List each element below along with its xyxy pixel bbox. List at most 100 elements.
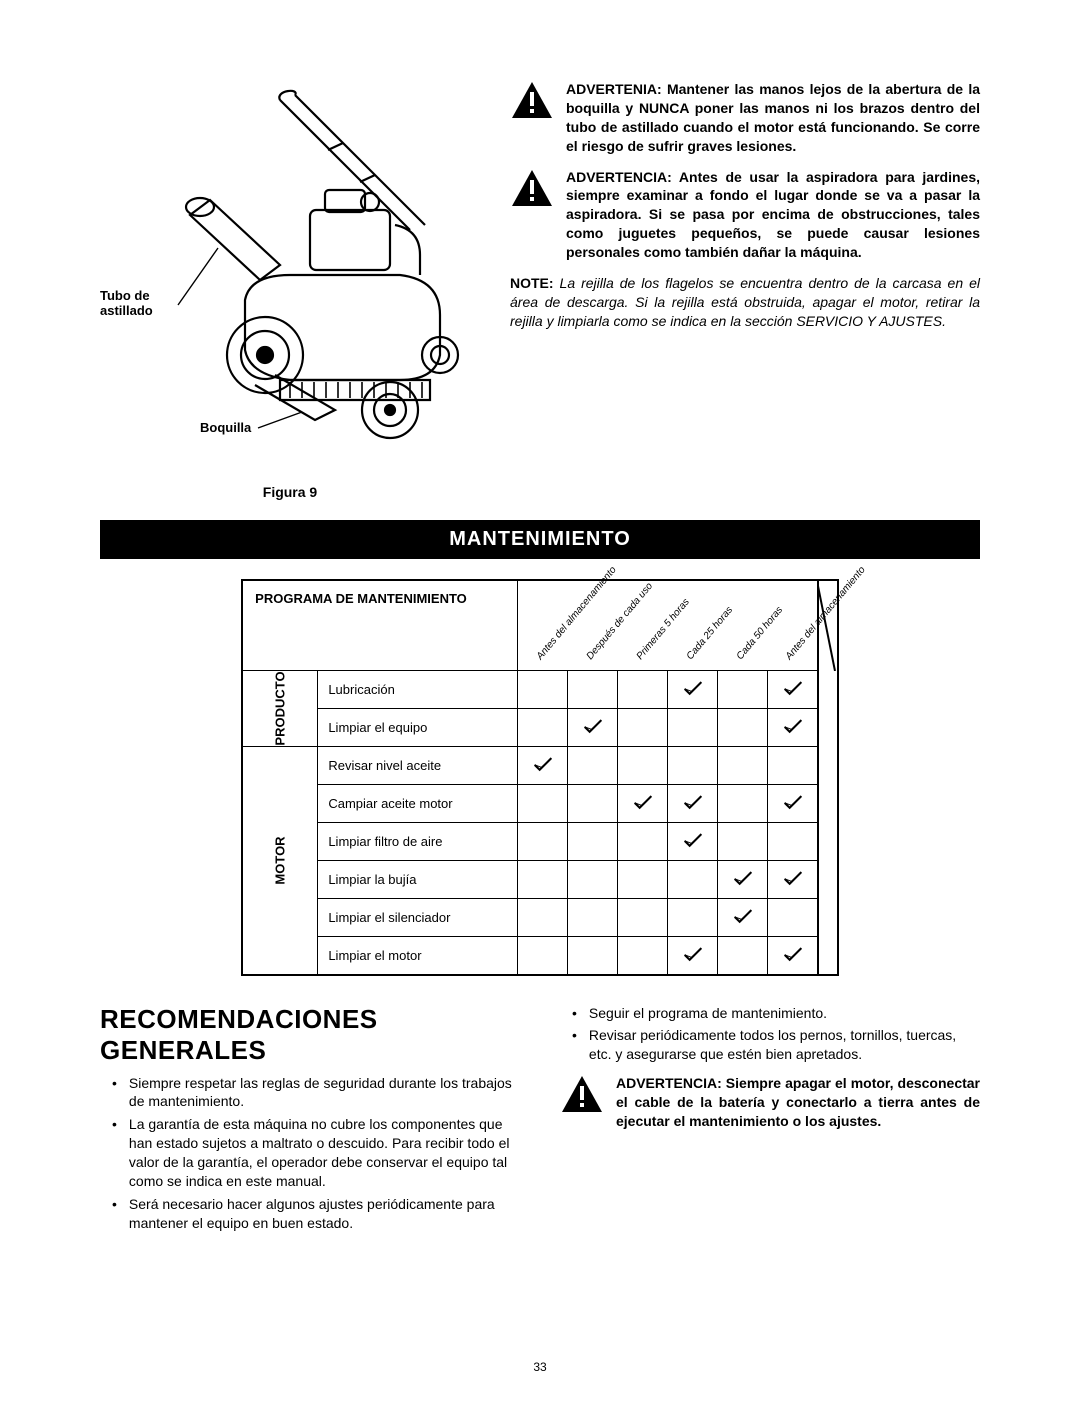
list-item: Será necesario hacer algunos ajustes per…	[100, 1195, 520, 1233]
check-cell	[518, 708, 568, 746]
check-cell	[718, 708, 768, 746]
bottom-section: RECOMENDACIONES GENERALES Siempre respet…	[100, 1004, 980, 1237]
check-cell	[568, 936, 618, 975]
check-cell	[568, 898, 618, 936]
table-column-header: Después de cada uso	[568, 580, 618, 670]
task-cell: Revisar nivel aceite	[318, 746, 518, 784]
check-cell	[718, 860, 768, 898]
machine-diagram	[100, 80, 480, 450]
warning-icon	[510, 80, 554, 120]
warning-icon	[560, 1074, 604, 1114]
check-cell	[668, 936, 718, 975]
page-number: 33	[0, 1360, 1080, 1374]
maintenance-table: PROGRAMA DE MANTENIMIENTOAntes del almac…	[241, 579, 839, 976]
check-cell	[768, 860, 818, 898]
task-cell: Limpiar filtro de aire	[318, 822, 518, 860]
check-cell	[618, 936, 668, 975]
check-cell	[568, 746, 618, 784]
recommendations-list-left: Siempre respetar las reglas de seguridad…	[100, 1074, 520, 1233]
table-column-header: Primeras 5 horas	[618, 580, 668, 670]
check-cell	[718, 746, 768, 784]
list-item: Seguir el programa de mantenimiento.	[560, 1004, 980, 1023]
check-cell	[768, 822, 818, 860]
check-cell	[618, 822, 668, 860]
check-cell	[568, 670, 618, 708]
check-cell	[518, 936, 568, 975]
task-cell: Limpiar el equipo	[318, 708, 518, 746]
check-cell	[668, 746, 718, 784]
check-cell	[718, 784, 768, 822]
warning-1: ADVERTENIA: Mantener las manos lejos de …	[510, 80, 980, 156]
check-cell	[768, 746, 818, 784]
warnings-column: ADVERTENIA: Mantener las manos lejos de …	[510, 80, 980, 500]
warning-2: ADVERTENCIA: Antes de usar la aspiradora…	[510, 168, 980, 262]
check-cell	[718, 822, 768, 860]
check-cell	[768, 708, 818, 746]
check-cell	[518, 784, 568, 822]
check-cell	[618, 670, 668, 708]
check-cell	[668, 898, 718, 936]
maintenance-table-wrap: PROGRAMA DE MANTENIMIENTOAntes del almac…	[100, 579, 980, 976]
check-cell	[768, 898, 818, 936]
table-row: PRODUCTOLubricación	[242, 670, 838, 708]
table-column-header: Cada 25 horas	[668, 580, 718, 670]
check-cell	[618, 708, 668, 746]
list-item: Revisar periódicamente todos los pernos,…	[560, 1026, 980, 1064]
check-cell	[718, 898, 768, 936]
warning-1-text: ADVERTENIA: Mantener las manos lejos de …	[566, 80, 980, 156]
check-cell	[668, 670, 718, 708]
check-cell	[718, 936, 768, 975]
table-row: Campiar aceite motor	[242, 784, 838, 822]
task-cell: Campiar aceite motor	[318, 784, 518, 822]
check-cell	[518, 860, 568, 898]
check-cell	[718, 670, 768, 708]
check-cell	[768, 784, 818, 822]
table-row: Limpiar el equipo	[242, 708, 838, 746]
recommendations-right: Seguir el programa de mantenimiento. Revi…	[560, 1004, 980, 1237]
warning-3: ADVERTENCIA: Siempre apagar el motor, de…	[560, 1074, 980, 1131]
label-boquilla: Boquilla	[200, 420, 251, 435]
list-item: La garantía de esta máquina no cubre los…	[100, 1115, 520, 1191]
check-cell	[518, 822, 568, 860]
table-column-header: Antes del almacenamiento	[518, 580, 568, 670]
table-row: Limpiar el silenciador	[242, 898, 838, 936]
check-cell	[768, 936, 818, 975]
check-cell	[518, 746, 568, 784]
table-column-header: Cada 50 horas	[718, 580, 768, 670]
warning-2-text: ADVERTENCIA: Antes de usar la aspiradora…	[566, 168, 980, 262]
label-tubo: Tubo de astillado	[100, 288, 153, 318]
list-item: Siempre respetar las reglas de seguridad…	[100, 1074, 520, 1112]
check-cell	[618, 898, 668, 936]
recommendations-list-right: Seguir el programa de mantenimiento. Revi…	[560, 1004, 980, 1065]
figure-box: Tubo de astillado Boquilla	[100, 80, 480, 480]
table-row: Limpiar filtro de aire	[242, 822, 838, 860]
check-cell	[568, 784, 618, 822]
table-title: PROGRAMA DE MANTENIMIENTO	[242, 580, 518, 670]
section-header: MANTENIMIENTO	[100, 520, 980, 559]
check-cell	[518, 670, 568, 708]
check-cell	[518, 898, 568, 936]
top-section: Tubo de astillado Boquilla Figura 9 ADVE…	[100, 80, 980, 500]
note-text: NOTE: La rejilla de los flagelos se encu…	[510, 274, 980, 331]
task-cell: Limpiar la bujía	[318, 860, 518, 898]
warning-3-text: ADVERTENCIA: Siempre apagar el motor, de…	[616, 1074, 980, 1131]
check-cell	[568, 860, 618, 898]
table-column-header: Antes del almacenamiento	[768, 580, 818, 670]
check-cell	[668, 784, 718, 822]
check-cell	[618, 746, 668, 784]
table-group-label: PRODUCTO	[242, 670, 318, 746]
warning-icon	[510, 168, 554, 208]
note-label: NOTE:	[510, 275, 554, 291]
figure-caption: Figura 9	[100, 484, 480, 500]
check-cell	[618, 784, 668, 822]
check-cell	[568, 708, 618, 746]
check-cell	[768, 670, 818, 708]
table-row: MOTORRevisar nivel aceite	[242, 746, 838, 784]
check-cell	[618, 860, 668, 898]
table-row: Limpiar la bujía	[242, 860, 838, 898]
check-cell	[668, 708, 718, 746]
table-row: Limpiar el motor	[242, 936, 838, 975]
table-group-label: MOTOR	[242, 746, 318, 975]
task-cell: Lubricación	[318, 670, 518, 708]
check-cell	[668, 860, 718, 898]
